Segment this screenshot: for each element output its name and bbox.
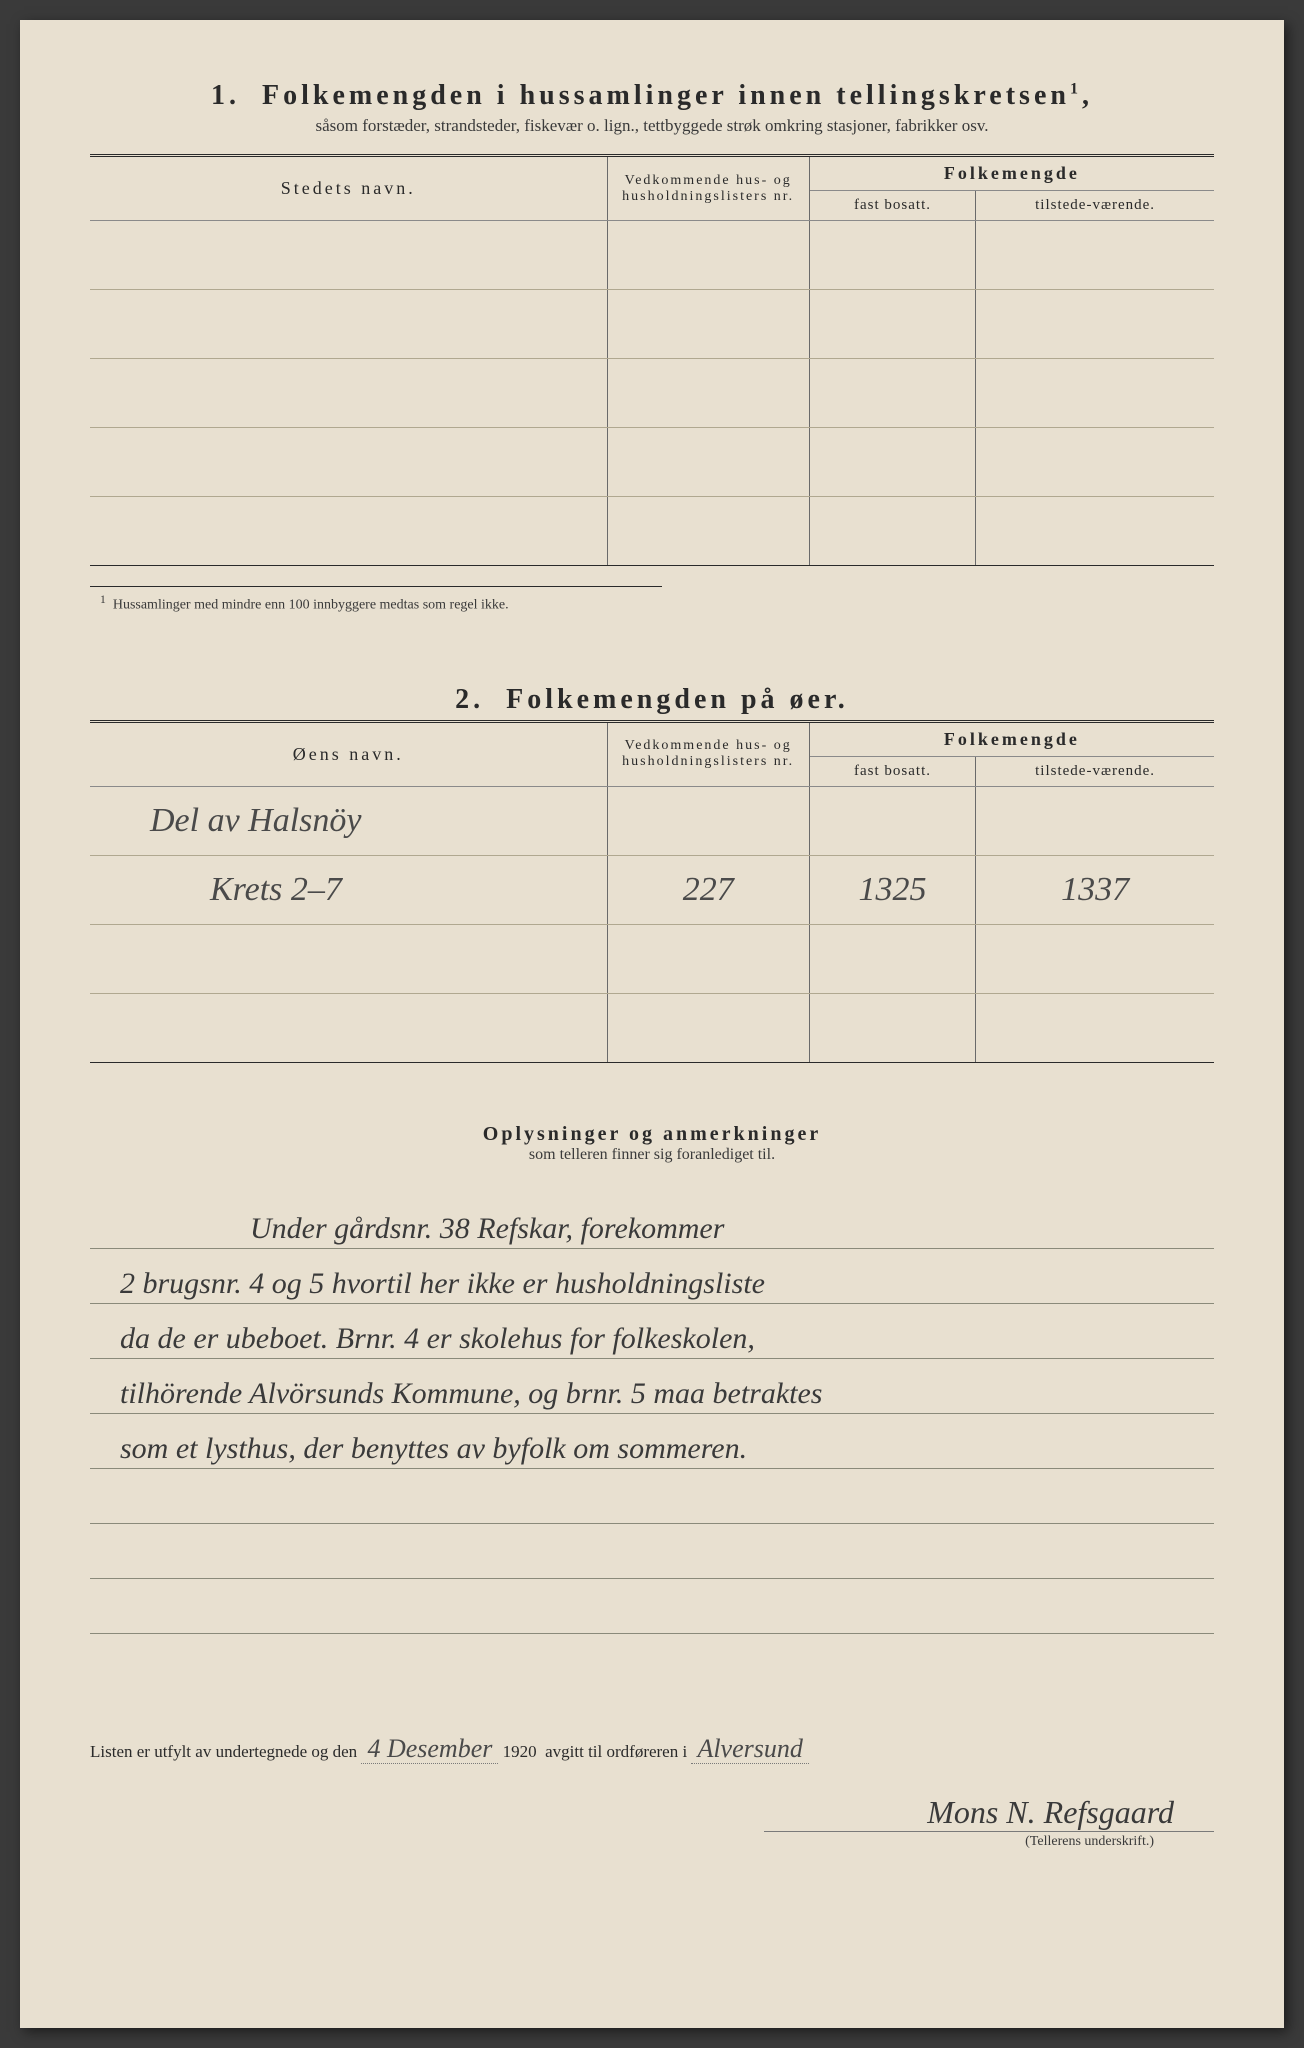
remark-text: som et lysthus, der benyttes av byfolk o…: [120, 1432, 747, 1466]
section1-title: 1. Folkemengden i hussamlinger innen tel…: [90, 80, 1214, 112]
table1-body: [90, 221, 1214, 566]
census-form-page: 1. Folkemengden i hussamlinger innen tel…: [20, 20, 1284, 2028]
table-row: [90, 428, 1214, 497]
section1-subtitle: såsom forstæder, strandsteder, fiskevær …: [90, 116, 1214, 136]
th2-fast: fast bosatt.: [809, 756, 975, 786]
remarks-title: Oplysninger og anmerkninger: [90, 1123, 1214, 1146]
th-fast: fast bosatt.: [809, 191, 975, 221]
signature-caption: (Tellerens underskrift.): [764, 1831, 1214, 1850]
table2: Øens navn. Vedkommende hus- og husholdni…: [90, 720, 1214, 1063]
remarks-area: Under gårdsnr. 38 Refskar, forekommer 2 …: [90, 1194, 1214, 1634]
table-row: Del av Halsnöy: [90, 786, 1214, 855]
remark-text: 2 brugsnr. 4 og 5 hvortil her ikke er hu…: [120, 1267, 765, 1301]
signature-line: Listen er utfylt av undertegnede og den …: [90, 1734, 1214, 1764]
table-row: [90, 359, 1214, 428]
th2-tilstede: tilstede-værende.: [976, 756, 1214, 786]
remark-text: da de er ubeboet. Brnr. 4 er skolehus fo…: [120, 1322, 755, 1356]
table-row: Krets 2–7 227 1325 1337: [90, 855, 1214, 924]
table-row: [90, 221, 1214, 290]
th2-nr: Vedkommende hus- og husholdningslisters …: [607, 721, 809, 786]
table2-body: Del av Halsnöy Krets 2–7 227 1325 1337: [90, 786, 1214, 1062]
table-row: [90, 290, 1214, 359]
place-field: Alversund: [691, 1734, 808, 1764]
section2-title: 2. Folkemengden på øer.: [90, 684, 1214, 716]
th-group: Folkemengde: [809, 156, 1214, 191]
th-name: Stedets navn.: [90, 156, 607, 221]
th2-group: Folkemengde: [809, 721, 1214, 756]
footnote: 1 Hussamlinger med mindre enn 100 innbyg…: [90, 586, 662, 614]
table-row: [90, 993, 1214, 1062]
th-nr: Vedkommende hus- og husholdningslisters …: [607, 156, 809, 221]
table-row: [90, 497, 1214, 566]
th-tilstede: tilstede-værende.: [976, 191, 1214, 221]
remark-text: Under gårdsnr. 38 Refskar, forekommer: [250, 1212, 724, 1246]
signature-name: Mons N. Refsgaard: [90, 1794, 1214, 1831]
th2-name: Øens navn.: [90, 721, 607, 786]
date-field: 4 Desember: [361, 1734, 498, 1764]
remarks-subtitle: som telleren finner sig foranlediget til…: [90, 1146, 1214, 1164]
remark-text: tilhörende Alvörsunds Kommune, og brnr. …: [120, 1377, 822, 1411]
table-row: [90, 924, 1214, 993]
table1: Stedets navn. Vedkommende hus- og hushol…: [90, 154, 1214, 566]
